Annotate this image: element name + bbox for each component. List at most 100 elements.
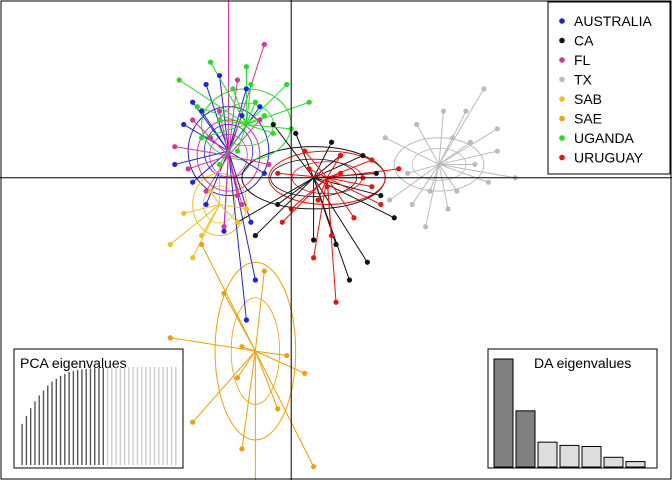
da-bar	[559, 444, 580, 468]
link-sae	[255, 350, 305, 374]
point-uruguay	[324, 184, 330, 190]
link-sae	[254, 271, 265, 352]
point-uruguay	[279, 219, 285, 225]
point-tx	[449, 135, 456, 141]
link-ca	[313, 177, 368, 263]
point-sab	[167, 241, 173, 248]
link-tx	[411, 164, 440, 205]
point-uruguay	[306, 166, 312, 172]
point-sab	[199, 232, 205, 239]
point-fl	[216, 108, 223, 114]
point-uganda	[216, 117, 223, 123]
link-fl	[188, 155, 229, 170]
point-uruguay	[275, 170, 281, 176]
legend-marker-sae	[559, 115, 565, 122]
point-sae	[167, 335, 173, 341]
legend-marker-uruguay	[559, 154, 565, 161]
point-tx	[494, 126, 500, 132]
link-australia	[219, 75, 229, 152]
link-ca	[313, 177, 350, 281]
point-australia	[190, 99, 196, 105]
point-uruguay	[315, 197, 321, 203]
link-tx	[425, 164, 440, 227]
link-tx	[389, 164, 440, 201]
point-sae	[284, 352, 290, 359]
point-uganda	[176, 77, 182, 83]
point-uruguay	[396, 166, 402, 172]
point-uganda	[248, 81, 254, 88]
point-sae	[221, 290, 227, 296]
link-ca	[277, 177, 314, 205]
point-fl	[266, 161, 272, 168]
point-sab	[234, 219, 241, 225]
point-sae	[302, 370, 308, 376]
point-tx	[405, 170, 411, 176]
point-ca	[333, 241, 339, 248]
link-fl	[227, 79, 238, 156]
point-australia	[190, 179, 196, 185]
legend-label-uruguay: URUGUAY	[574, 150, 644, 166]
da-bar	[603, 456, 624, 468]
link-sae	[201, 244, 256, 352]
link-uruguay	[277, 172, 328, 179]
point-tx	[440, 108, 447, 114]
point-uganda	[194, 104, 200, 110]
link-australia	[201, 110, 229, 152]
point-tx	[481, 86, 487, 92]
link-sae	[254, 350, 315, 467]
legend-label-australia: AUSTRALIA	[574, 13, 652, 29]
link-uganda	[245, 102, 256, 125]
point-uganda	[207, 59, 214, 65]
point-fl	[203, 188, 209, 194]
point-ca	[270, 121, 276, 128]
link-tx	[407, 163, 440, 174]
link-uruguay	[326, 177, 372, 188]
link-uruguay	[326, 168, 399, 179]
link-sab	[183, 203, 220, 214]
point-uruguay	[302, 148, 308, 154]
point-uruguay	[337, 152, 344, 159]
link-australia	[227, 88, 247, 152]
point-fl	[239, 201, 245, 208]
star-links	[169, 0, 516, 480]
link-uganda	[201, 123, 247, 139]
legend-marker-sab	[559, 96, 565, 102]
legend-marker-uganda	[559, 135, 565, 141]
link-uganda	[246, 101, 310, 125]
point-sae	[275, 406, 281, 412]
point-uruguay	[369, 184, 375, 190]
point-ca	[364, 259, 370, 265]
point-sae	[239, 344, 245, 350]
point-australia	[199, 108, 205, 114]
point-australia	[216, 72, 223, 79]
link-uganda	[236, 124, 247, 152]
da-bar	[537, 441, 558, 468]
link-ca	[313, 177, 381, 197]
point-ca	[378, 192, 384, 199]
link-sab	[210, 190, 220, 205]
point-australia	[252, 277, 258, 283]
point-ca	[275, 201, 281, 208]
point-tx	[387, 197, 393, 203]
point-fl	[261, 41, 267, 48]
point-ca	[293, 130, 299, 136]
link-tx	[385, 137, 440, 165]
point-tx	[445, 206, 451, 212]
link-ca	[313, 141, 332, 179]
point-sae	[261, 268, 267, 274]
point-fl	[221, 224, 227, 230]
link-tx	[438, 141, 471, 165]
link-sae	[241, 351, 256, 449]
link-ca	[255, 177, 314, 236]
link-uruguay	[308, 168, 328, 179]
pca-inset-title: PCA eigenvalues	[20, 355, 127, 371]
link-fl	[205, 155, 229, 192]
link-ca	[313, 155, 364, 179]
point-tx	[472, 161, 478, 168]
da-bars	[493, 358, 646, 468]
legend-box	[547, 1, 671, 175]
point-fl	[190, 117, 196, 123]
pca-eigenvalues-inset: PCA eigenvalues	[13, 348, 184, 469]
point-australia	[203, 81, 209, 88]
link-fl	[210, 137, 229, 156]
